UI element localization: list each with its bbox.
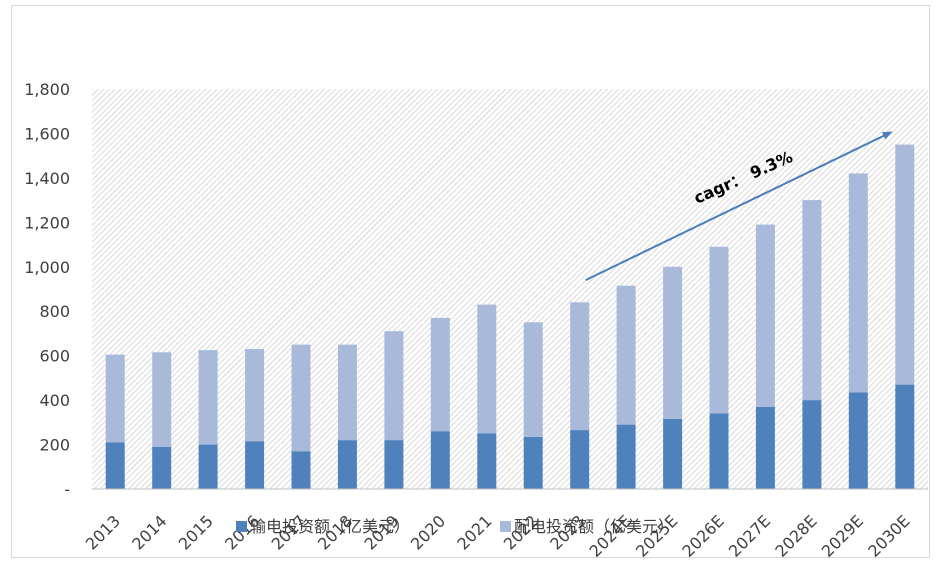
- y-tick-label: 400: [39, 391, 70, 410]
- y-tick-label: 200: [39, 436, 70, 455]
- bar-distribution: [663, 266, 683, 419]
- bar-distribution: [291, 344, 311, 452]
- x-tick-label: 2030E: [864, 511, 913, 560]
- bars: [105, 144, 915, 489]
- bar-transmission: [802, 400, 822, 489]
- legend-label: 配电投资额（亿美元）: [514, 517, 674, 536]
- y-tick-label: 1,200: [24, 213, 70, 232]
- x-tick-label: 2029E: [818, 511, 867, 560]
- x-tick-label: 2015: [175, 511, 217, 553]
- bar-distribution: [430, 317, 450, 432]
- bar-distribution: [802, 200, 822, 401]
- bar-transmission: [198, 444, 218, 489]
- bar-transmission: [337, 440, 357, 489]
- x-tick-label: 2014: [128, 511, 170, 553]
- bar-transmission: [663, 419, 683, 489]
- bar-distribution: [616, 285, 636, 425]
- bar-distribution: [755, 224, 775, 407]
- bar-transmission: [616, 424, 636, 489]
- legend: 输电投资额（亿美元） 配电投资额（亿美元）: [236, 517, 674, 536]
- y-tick-label: 1,000: [24, 258, 70, 277]
- x-tick-label: 2020: [407, 511, 449, 553]
- x-tick-label: 2028E: [771, 511, 820, 560]
- legend-swatch: [500, 521, 511, 532]
- x-tick-label: 2013: [82, 511, 124, 553]
- bar-distribution: [523, 322, 543, 437]
- legend-swatch: [236, 521, 247, 532]
- x-tick-label: 2026E: [678, 511, 727, 560]
- y-tick-label: 800: [39, 302, 70, 321]
- bar-transmission: [570, 430, 590, 489]
- bar-distribution: [152, 352, 172, 447]
- bar-distribution: [105, 354, 125, 443]
- bar-transmission: [291, 451, 311, 489]
- bar-distribution: [245, 349, 265, 442]
- cagr-arrow: [585, 131, 893, 282]
- bar-distribution: [709, 246, 729, 414]
- bar-transmission: [523, 436, 543, 489]
- legend-label: 输电投资额（亿美元）: [250, 517, 410, 536]
- bar-distribution: [570, 302, 590, 431]
- y-tick-label: 600: [39, 347, 70, 366]
- y-tick-label: 1,800: [24, 80, 70, 99]
- bar-transmission: [384, 440, 404, 489]
- y-tick-label: -: [64, 480, 70, 499]
- y-tick-label: 1,400: [24, 169, 70, 188]
- bar-distribution: [384, 331, 404, 441]
- bar-transmission: [477, 433, 497, 489]
- x-tick-label: 2021: [453, 511, 495, 553]
- x-tick-label: 2027E: [725, 511, 774, 560]
- bar-transmission: [105, 442, 125, 489]
- y-axis: - 200 400 600 800 1,000 1,200 1,400 1,600 1,800: [24, 80, 70, 499]
- bar-transmission: [848, 392, 868, 489]
- bar-distribution: [198, 350, 218, 445]
- bar-distribution: [848, 173, 868, 393]
- x-axis: 2013 2014 2015 2016 2017 2018 2019 2020 2021 2022…: [82, 511, 914, 560]
- bar-distribution: [895, 144, 915, 385]
- bar-transmission: [430, 431, 450, 489]
- y-tick-label: 1,600: [24, 124, 70, 143]
- bar-transmission: [245, 441, 265, 489]
- bar-transmission: [152, 446, 172, 489]
- plot-area-background: [92, 89, 928, 489]
- bar-transmission: [709, 413, 729, 489]
- bar-transmission: [755, 406, 775, 489]
- bar-distribution: [337, 344, 357, 441]
- bar-transmission: [895, 384, 915, 489]
- bar-distribution: [477, 304, 497, 434]
